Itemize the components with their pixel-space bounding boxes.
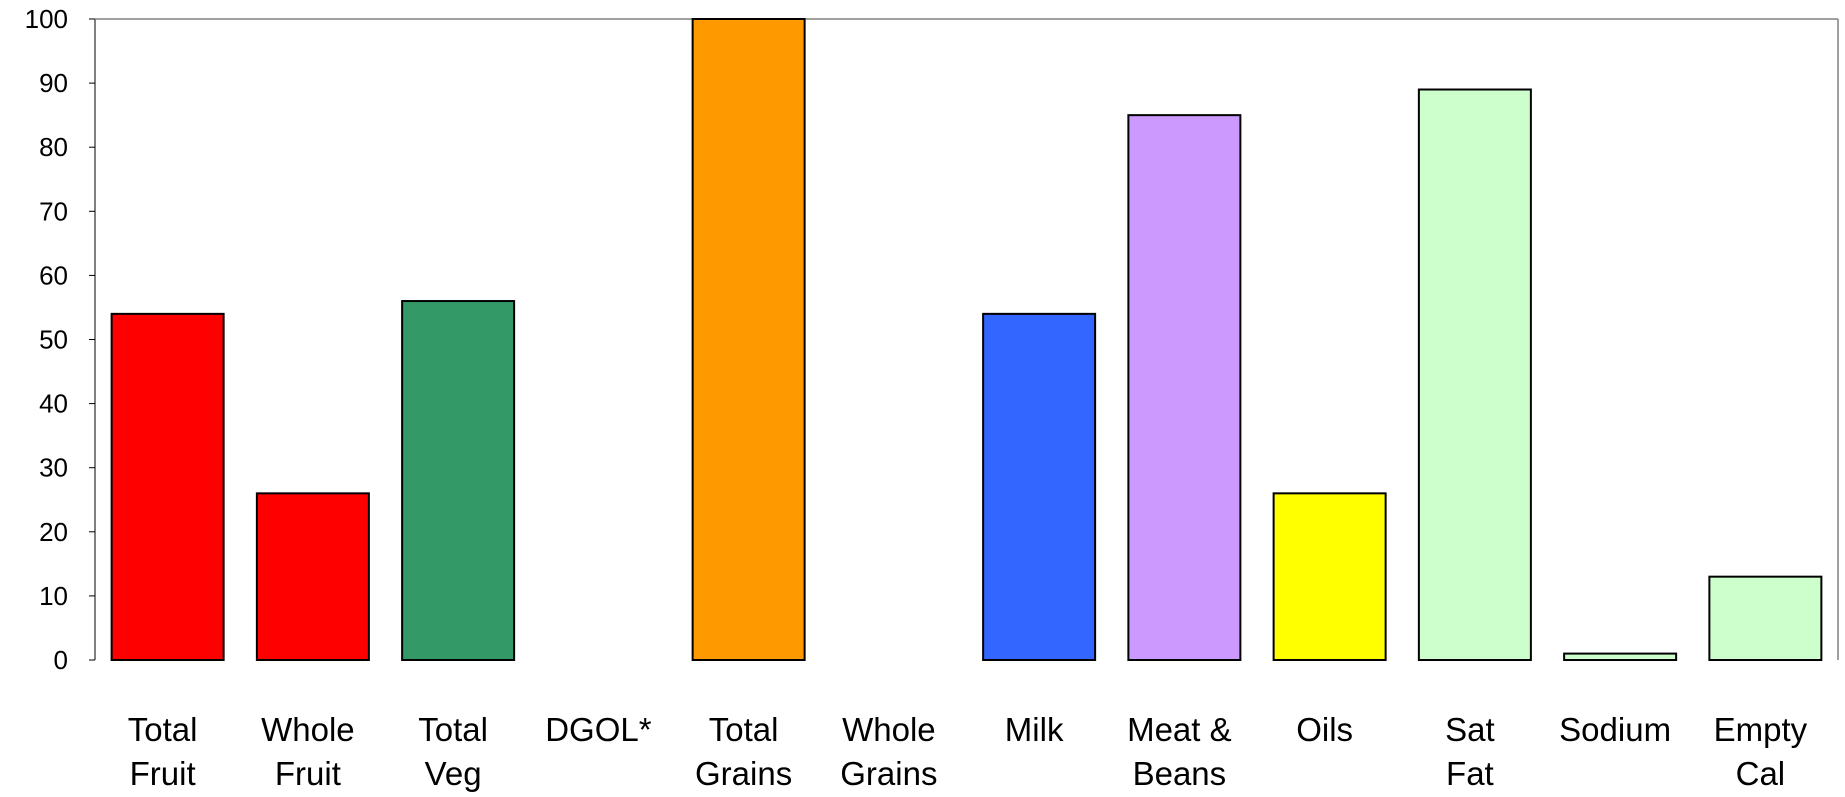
bar (1563, 652, 1678, 662)
x-category-label: DGOL* (545, 711, 652, 748)
x-category-labels: Total Fruit Whole Fruit Total Veg DGOL* Total Gr… (128, 711, 1808, 792)
x-category-label: Total Veg (418, 711, 488, 792)
bar (1272, 492, 1387, 661)
x-category-label: Empty Cal (1714, 711, 1808, 792)
bars (110, 18, 1823, 662)
y-tick-label: 0 (54, 645, 68, 675)
y-tick-label: 90 (39, 68, 68, 98)
y-tick-label: 20 (39, 517, 68, 547)
x-category-label: Sat Fat (1445, 711, 1495, 792)
y-tick-label: 80 (39, 132, 68, 162)
bar (1127, 114, 1242, 661)
x-category-label: Meat & Beans (1127, 711, 1232, 792)
x-category-label: Total Fruit (128, 711, 198, 792)
bar (110, 312, 225, 661)
y-tick-label: 50 (39, 325, 68, 355)
bar (401, 300, 516, 661)
bar (691, 18, 806, 661)
x-category-label: Sodium (1559, 711, 1671, 748)
bar (255, 492, 370, 661)
y-tick-label: 60 (39, 260, 68, 290)
x-category-label: Whole Fruit (261, 711, 355, 792)
y-tick-label: 70 (39, 196, 68, 226)
x-category-label: Total Grains (695, 711, 792, 792)
y-tick-label: 10 (39, 581, 68, 611)
y-tick-label: 30 (39, 453, 68, 483)
x-category-label: Whole Grains (840, 711, 937, 792)
x-category-label: Milk (1005, 711, 1064, 748)
bar (1708, 575, 1823, 661)
bar (982, 312, 1097, 661)
x-category-label: Oils (1296, 711, 1353, 748)
y-tick-labels: 0 10 20 30 40 50 60 70 80 90 100 (25, 4, 95, 675)
bar (1417, 88, 1532, 661)
y-tick-label: 100 (25, 4, 68, 34)
y-tick-label: 40 (39, 389, 68, 419)
